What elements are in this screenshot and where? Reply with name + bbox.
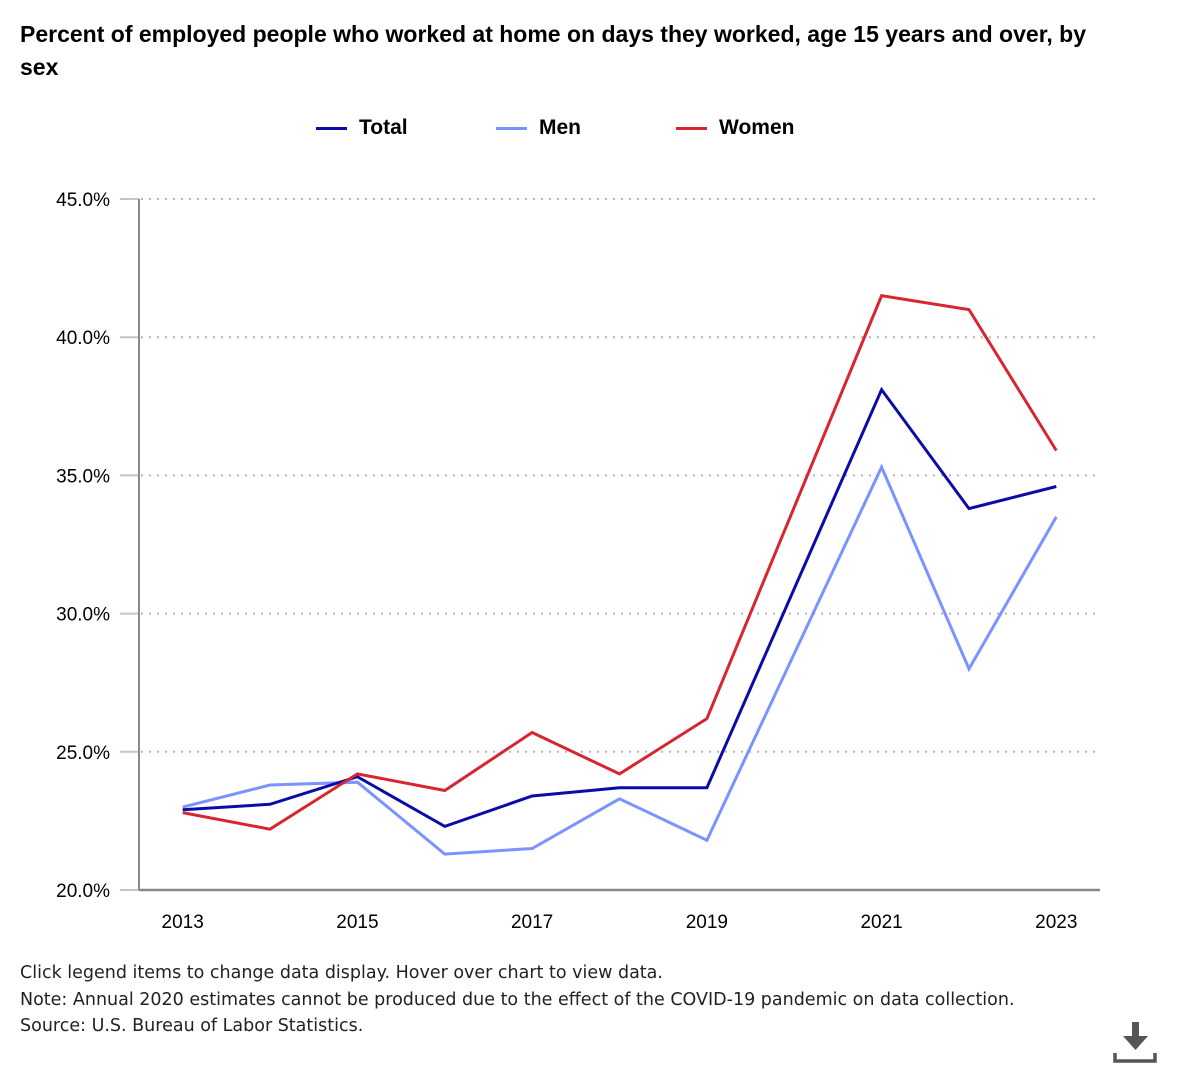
y-tick-label: 35.0% bbox=[56, 466, 110, 487]
x-tick-label: 2019 bbox=[686, 912, 728, 933]
series-lines[interactable] bbox=[182, 294, 1058, 856]
chart-title: Percent of employed people who worked at… bbox=[20, 21, 1086, 80]
legend-swatch-men bbox=[496, 126, 527, 130]
y-axis-ticks: 20.0% 25.0% 30.0% 35.0% 40.0% 45.0% bbox=[56, 190, 139, 902]
download-icon bbox=[1113, 1022, 1157, 1063]
footer-instructions: Click legend items to change data displa… bbox=[20, 963, 663, 983]
y-tick-label: 45.0% bbox=[56, 190, 110, 211]
footer-source: Source: U.S. Bureau of Labor Statistics. bbox=[20, 1016, 364, 1036]
series-line-women[interactable] bbox=[182, 294, 1058, 831]
x-tick-label: 2023 bbox=[1035, 912, 1077, 933]
download-button[interactable] bbox=[1113, 1020, 1157, 1064]
chart-footer: Click legend items to change data displa… bbox=[20, 960, 1080, 1040]
legend-label-women: Women bbox=[719, 116, 795, 139]
y-tick-label: 30.0% bbox=[56, 605, 110, 626]
legend: Total Men Women bbox=[0, 112, 1180, 144]
x-tick-label: 2017 bbox=[511, 912, 553, 933]
line-chart[interactable]: 20.0%25.0%30.0%35.0%40.0%45.0% 2013 2015 2… bbox=[0, 0, 1180, 960]
series-line-total[interactable] bbox=[182, 386, 1057, 829]
x-tick-label: 2021 bbox=[860, 912, 902, 933]
y-tick-label: 20.0% bbox=[56, 881, 110, 902]
x-tick-label: 2013 bbox=[162, 912, 204, 933]
y-tick-label: 40.0% bbox=[56, 328, 110, 349]
legend-swatch-total bbox=[316, 126, 347, 130]
gridlines bbox=[141, 198, 1096, 753]
legend-label-men: Men bbox=[539, 116, 581, 139]
series-line-men[interactable] bbox=[182, 463, 1058, 856]
legend-item-women[interactable]: Women bbox=[676, 112, 794, 144]
footer-note: Note: Annual 2020 estimates cannot be pr… bbox=[20, 989, 1015, 1010]
legend-item-men[interactable]: Men bbox=[496, 112, 581, 144]
x-tick-label: 2015 bbox=[336, 912, 378, 933]
legend-label-total: Total bbox=[359, 116, 408, 139]
legend-swatch-women bbox=[676, 126, 707, 130]
x-axis-ticks: 2013 2015 2017 2019 2021 2023 bbox=[162, 912, 1078, 933]
y-tick-label: 25.0% bbox=[56, 743, 110, 764]
legend-item-total[interactable]: Total bbox=[316, 112, 408, 144]
